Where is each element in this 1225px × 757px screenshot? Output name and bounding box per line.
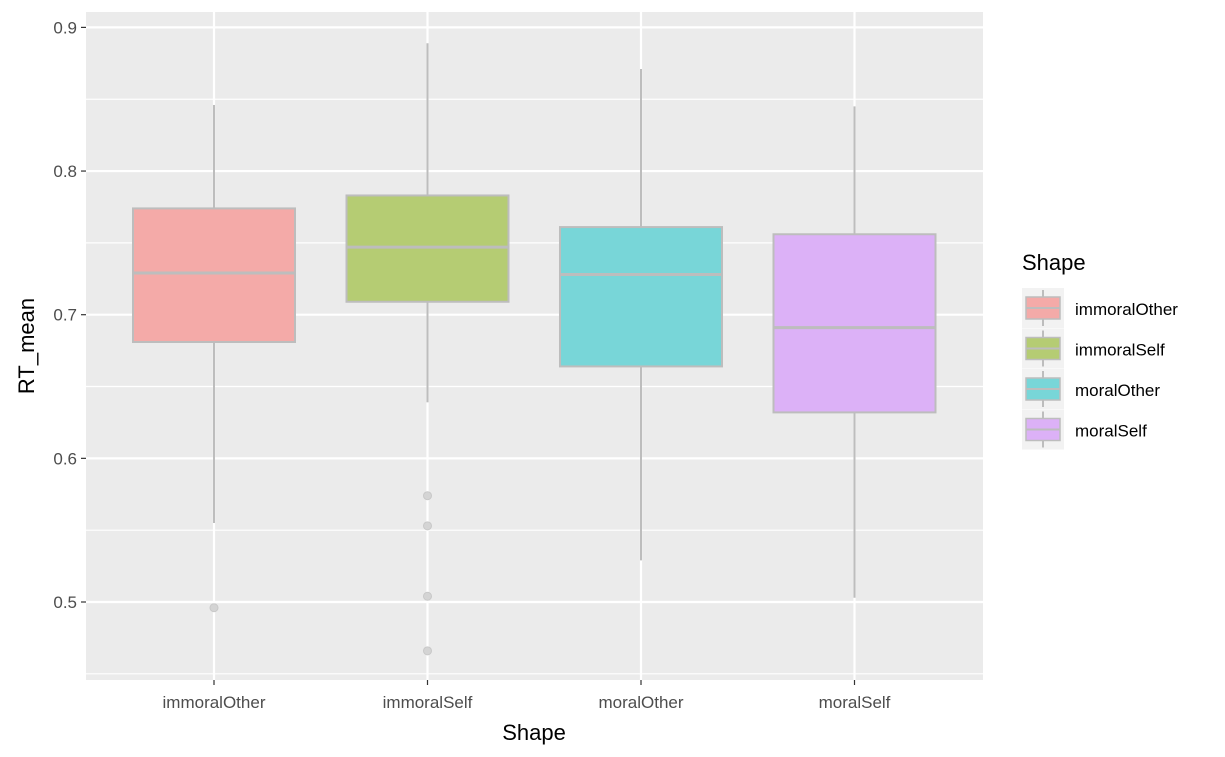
y-tick-label: 0.5 — [53, 593, 77, 612]
y-tick-label: 0.9 — [53, 18, 77, 37]
y-tick-label: 0.6 — [53, 449, 77, 468]
y-tick-label: 0.8 — [53, 162, 77, 181]
outlier-point — [423, 521, 432, 531]
x-axis: immoralOther immoralSelf moralOther moralSe… — [163, 680, 891, 712]
legend-label: immoralSelf — [1075, 341, 1165, 360]
outlier-point — [209, 603, 219, 613]
y-axis: 0.5 0.6 0.7 0.8 0.9 — [53, 18, 86, 612]
y-tick-label: 0.7 — [53, 306, 77, 325]
x-tick-label: immoralOther — [163, 693, 266, 712]
box-iqr — [559, 226, 723, 368]
x-axis-title: Shape — [502, 720, 566, 745]
outlier-point — [423, 646, 432, 656]
boxes — [132, 43, 937, 656]
y-axis-title: RT_mean — [14, 298, 39, 394]
legend-entry-moralOther: moralOther — [1022, 369, 1160, 409]
box-immoralSelf — [345, 43, 510, 656]
legend-entries: immoralOther immoralSelf moralOther moralSe… — [1022, 288, 1178, 450]
legend-entry-immoralSelf: immoralSelf — [1022, 328, 1165, 369]
x-tick-label: immoralSelf — [383, 693, 473, 712]
legend-title: Shape — [1022, 250, 1086, 275]
x-tick-label: moralOther — [598, 693, 683, 712]
legend-label: moralOther — [1075, 381, 1160, 400]
box-moralOther — [559, 69, 723, 561]
box-moralSelf — [772, 106, 937, 598]
outlier-point — [423, 491, 432, 501]
x-tick-label: moralSelf — [819, 693, 891, 712]
box-iqr — [772, 233, 937, 414]
box-immoralOther — [132, 104, 296, 613]
legend-entry-moralSelf: moralSelf — [1022, 409, 1147, 450]
box-iqr — [132, 207, 296, 343]
legend-label: immoralOther — [1075, 300, 1178, 319]
legend: Shape immoralOther immoralSelf moralOther m… — [1022, 250, 1178, 450]
legend-entry-immoralOther: immoralOther — [1022, 288, 1178, 328]
outlier-point — [423, 591, 432, 601]
legend-label: moralSelf — [1075, 422, 1147, 441]
